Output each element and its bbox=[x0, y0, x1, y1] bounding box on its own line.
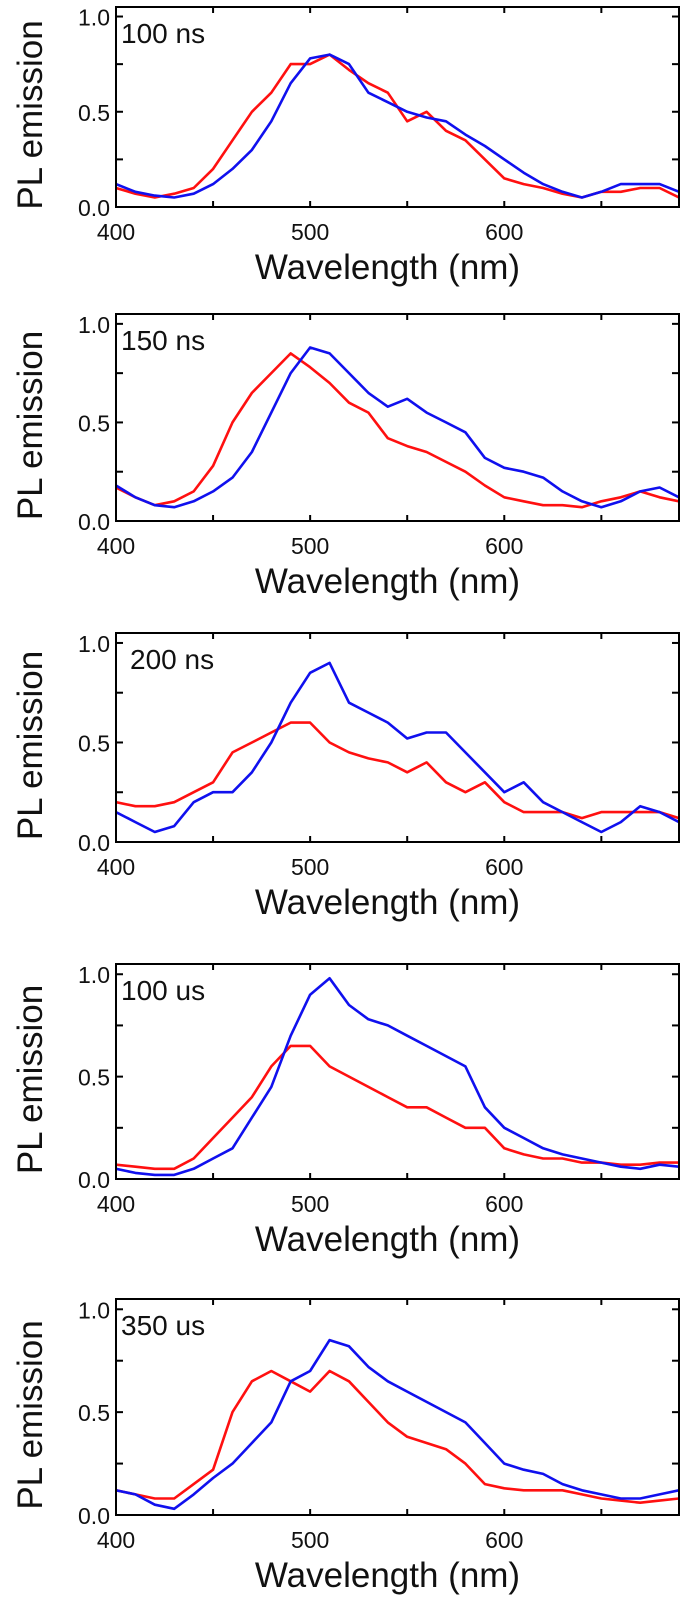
x-axis-label: Wavelength (nm) bbox=[255, 883, 520, 922]
series-line-red bbox=[116, 1369, 679, 1504]
y-tick-label: 0.0 bbox=[78, 830, 110, 856]
series-line-blue bbox=[116, 53, 679, 199]
x-tick-label: 600 bbox=[485, 219, 523, 245]
y-tick-label: 0.0 bbox=[78, 1167, 110, 1193]
plot-frame bbox=[115, 313, 680, 522]
y-tick-label: 0.5 bbox=[78, 100, 110, 126]
series-line-blue bbox=[116, 661, 679, 834]
y-tick-label: 0.5 bbox=[78, 730, 110, 756]
y-tick-label: 0.5 bbox=[78, 410, 110, 436]
panel-time-label: 200 ns bbox=[130, 644, 214, 675]
y-tick-label: 1.0 bbox=[78, 1297, 110, 1323]
y-tick-label: 0.5 bbox=[78, 1400, 110, 1426]
panel-time-label: 350 us bbox=[121, 1310, 205, 1341]
plot-frame bbox=[115, 6, 680, 208]
x-tick-label: 600 bbox=[485, 854, 523, 880]
x-axis-label: Wavelength (nm) bbox=[255, 1220, 520, 1259]
x-tick-label: 500 bbox=[291, 533, 329, 559]
x-tick-label: 500 bbox=[291, 219, 329, 245]
y-axis-label: PL emission bbox=[11, 651, 50, 840]
y-axis-label: PL emission bbox=[11, 20, 50, 209]
y-tick-label: 0.0 bbox=[78, 195, 110, 221]
y-tick-label: 1.0 bbox=[78, 312, 110, 338]
panel-time-label: 100 us bbox=[121, 975, 205, 1006]
chart-panel-5: 400 500 600 0.0 0.5 1.0 350 us Wavelength (nm) P… bbox=[11, 1297, 680, 1595]
chart-panel-3: 400 500 600 0.0 0.5 1.0 200 ns Wavelength (nm) P… bbox=[11, 631, 680, 922]
series-line-blue bbox=[116, 976, 679, 1177]
y-tick-label: 0.0 bbox=[78, 509, 110, 535]
x-axis-label: Wavelength (nm) bbox=[255, 1556, 520, 1595]
y-tick-label: 1.0 bbox=[78, 5, 110, 31]
plot-frame bbox=[115, 632, 680, 843]
x-tick-label: 600 bbox=[485, 1191, 523, 1217]
x-axis-label: Wavelength (nm) bbox=[255, 248, 520, 287]
x-tick-label: 400 bbox=[97, 219, 135, 245]
x-tick-label: 400 bbox=[97, 854, 135, 880]
panel-time-label: 100 ns bbox=[121, 18, 205, 49]
x-tick-label: 400 bbox=[97, 1527, 135, 1553]
y-tick-label: 0.0 bbox=[78, 1503, 110, 1529]
x-tick-label: 500 bbox=[291, 1527, 329, 1553]
plot-frame bbox=[115, 1298, 680, 1516]
y-axis-label: PL emission bbox=[11, 1320, 50, 1509]
chart-panel-1: 400 500 600 0.0 0.5 1.0 100 ns Wavelength (nm) P… bbox=[11, 5, 680, 287]
x-tick-label: 500 bbox=[291, 854, 329, 880]
plot-frame bbox=[115, 963, 680, 1180]
y-tick-label: 0.5 bbox=[78, 1065, 110, 1091]
series-line-red bbox=[116, 53, 679, 199]
series-line-blue bbox=[116, 346, 679, 509]
chart-panel-4: 400 500 600 0.0 0.5 1.0 100 us Wavelength (nm) P… bbox=[11, 962, 680, 1259]
series-line-blue bbox=[116, 1338, 679, 1511]
x-tick-label: 400 bbox=[97, 1191, 135, 1217]
series-line-red bbox=[116, 352, 679, 509]
y-axis-label: PL emission bbox=[11, 331, 50, 520]
x-tick-label: 500 bbox=[291, 1191, 329, 1217]
chart-panel-2: 400 500 600 0.0 0.5 1.0 150 ns Wavelength (nm) P… bbox=[11, 312, 680, 601]
panel-time-label: 150 ns bbox=[121, 325, 205, 356]
x-tick-label: 600 bbox=[485, 533, 523, 559]
series-line-red bbox=[116, 721, 679, 820]
x-tick-label: 600 bbox=[485, 1527, 523, 1553]
series-line-red bbox=[116, 1044, 679, 1171]
x-tick-label: 400 bbox=[97, 533, 135, 559]
y-tick-label: 1.0 bbox=[78, 962, 110, 988]
y-tick-label: 1.0 bbox=[78, 631, 110, 657]
x-axis-label: Wavelength (nm) bbox=[255, 562, 520, 601]
y-axis-label: PL emission bbox=[11, 985, 50, 1174]
